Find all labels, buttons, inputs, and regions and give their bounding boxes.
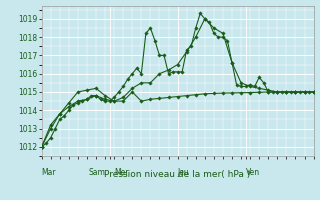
- Text: Jeu: Jeu: [178, 168, 189, 177]
- Text: Mer: Mer: [114, 168, 129, 177]
- Text: Sam: Sam: [88, 168, 105, 177]
- Text: Mar: Mar: [42, 168, 56, 177]
- Text: Ven: Ven: [246, 168, 260, 177]
- X-axis label: Pression niveau de la mer( hPa ): Pression niveau de la mer( hPa ): [104, 170, 251, 179]
